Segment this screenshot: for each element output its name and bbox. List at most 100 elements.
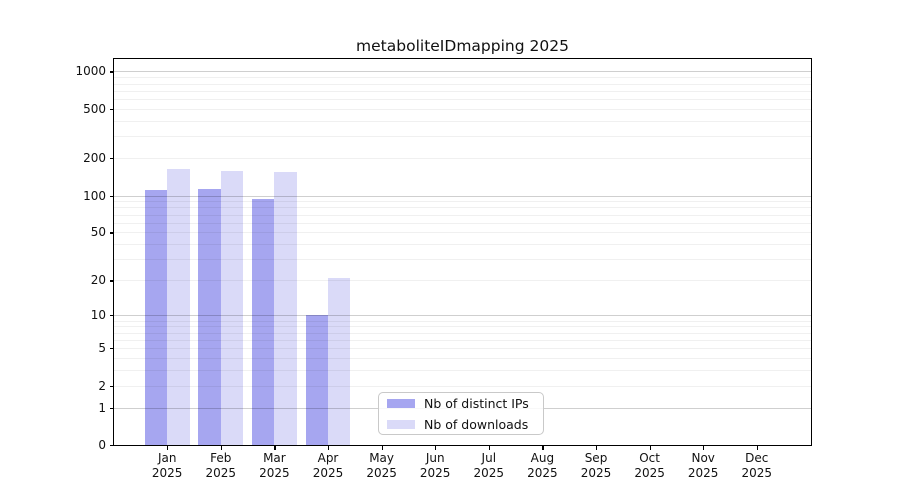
x-tick-month: Oct: [639, 451, 660, 465]
gridline-minor: [114, 207, 811, 209]
x-tick: [596, 446, 598, 450]
x-tick-year: 2025: [687, 466, 719, 480]
y-tick-label: 2: [98, 378, 106, 393]
y-tick: [109, 158, 114, 160]
x-tick-label-dec: Dec 2025: [726, 451, 788, 481]
gridline-minor: [114, 158, 811, 160]
gridline-minor: [114, 370, 811, 371]
x-tick-label-oct: Oct 2025: [619, 451, 681, 481]
y-tick: [109, 195, 114, 197]
y-tick: [109, 445, 114, 447]
x-tick: [488, 446, 490, 450]
gridline-minor: [114, 214, 811, 216]
x-tick-year: 2025: [259, 466, 290, 480]
gridline-minor: [114, 222, 811, 224]
bar-distinct-ips-jan: [144, 190, 168, 445]
gridline-minor: [114, 201, 811, 203]
x-tick-month: Apr: [317, 451, 339, 465]
x-tick: [542, 446, 544, 450]
x-tick-label-aug: Aug 2025: [511, 451, 573, 481]
y-tick: [109, 71, 114, 73]
x-tick-year: 2025: [580, 466, 612, 480]
y-tick-label: 1000: [75, 64, 106, 79]
x-tick-label-feb: Feb 2025: [190, 451, 252, 481]
x-tick-month: Aug: [530, 451, 555, 465]
y-tick-label: 1: [98, 400, 106, 415]
x-tick-month: Nov: [691, 451, 715, 465]
x-tick-month: Mar: [263, 451, 286, 465]
bar-downloads-mar: [274, 172, 297, 445]
x-tick-year: 2025: [312, 466, 344, 480]
gridline-minor: [114, 320, 811, 322]
y-tick: [109, 385, 114, 387]
x-tick-month: Feb: [210, 451, 232, 465]
gridline-minor: [114, 244, 811, 246]
y-tick-label: 5: [98, 341, 106, 356]
bar-downloads-apr: [328, 277, 351, 445]
bar-distinct-ips-feb: [198, 189, 221, 445]
gridline-minor: [114, 232, 811, 234]
x-tick-label-jan: Jan 2025: [136, 451, 198, 481]
legend-entry-downloads: Nb of downloads: [387, 415, 543, 433]
bar-downloads-jan: [167, 168, 190, 445]
y-tick: [109, 407, 114, 409]
plot-area: [114, 59, 811, 445]
x-tick: [756, 446, 758, 450]
x-tick-label-nov: Nov 2025: [672, 451, 734, 481]
y-tick: [109, 315, 114, 317]
x-tick: [274, 446, 276, 450]
gridline-minor: [114, 120, 811, 122]
legend-entry-distinct-ips: Nb of distinct IPs: [387, 394, 543, 412]
y-tick-label: 0: [98, 438, 106, 452]
gridline-minor: [114, 339, 811, 341]
x-tick-month: Sep: [584, 451, 608, 465]
bar-downloads-feb: [220, 171, 244, 445]
x-tick-label-sep: Sep 2025: [565, 451, 627, 481]
bar-distinct-ips-mar: [252, 198, 275, 445]
x-tick-label-apr: Apr 2025: [297, 451, 359, 481]
y-tick-label: 500: [83, 101, 106, 116]
gridline-minor: [114, 77, 811, 79]
y-tick: [109, 108, 114, 111]
x-tick-month: May: [369, 451, 394, 465]
x-tick-label-jul: Jul 2025: [458, 451, 520, 481]
gridline-minor: [114, 259, 811, 261]
gridline-minor: [114, 332, 811, 334]
legend-label-downloads: Nb of downloads: [424, 416, 529, 432]
x-tick-month: Dec: [745, 451, 769, 465]
y-tick: [109, 232, 114, 234]
legend-label-distinct-ips: Nb of distinct IPs: [424, 395, 529, 411]
x-tick: [649, 446, 651, 450]
x-tick-year: 2025: [366, 466, 397, 480]
gridline-minor: [114, 99, 811, 100]
x-tick-label-mar: Mar 2025: [243, 451, 305, 481]
y-tick-label: 20: [90, 273, 106, 288]
gridline-minor: [114, 326, 811, 328]
legend-swatch-downloads-icon: [387, 419, 415, 429]
x-tick-year: 2025: [419, 466, 451, 480]
y-tick: [109, 348, 114, 350]
gridline-minor: [114, 90, 811, 92]
y-tick: [109, 280, 114, 282]
legend-swatch-distinct-ips-icon: [387, 398, 415, 408]
x-tick-month: Jan: [157, 451, 177, 465]
x-tick: [381, 446, 383, 450]
gridline-minor: [114, 136, 811, 138]
x-tick-year: 2025: [634, 466, 665, 480]
gridline-major: [114, 315, 811, 317]
x-tick-year: 2025: [741, 466, 773, 480]
gridline-minor: [114, 358, 811, 359]
x-tick: [703, 446, 705, 450]
gridline-minor: [114, 83, 811, 85]
gridline-minor: [114, 280, 811, 282]
x-tick-month: Jul: [481, 451, 497, 465]
chart-title: metaboliteIDmapping 2025: [356, 37, 569, 55]
x-tick: [220, 446, 222, 450]
x-tick: [435, 446, 437, 450]
x-tick-label-may: May 2025: [351, 451, 413, 481]
y-tick-label: 10: [90, 308, 106, 323]
x-tick-year: 2025: [473, 466, 505, 480]
x-tick-label-jun: Jun 2025: [404, 451, 466, 481]
legend: Nb of distinct IPs Nb of downloads: [378, 392, 544, 435]
